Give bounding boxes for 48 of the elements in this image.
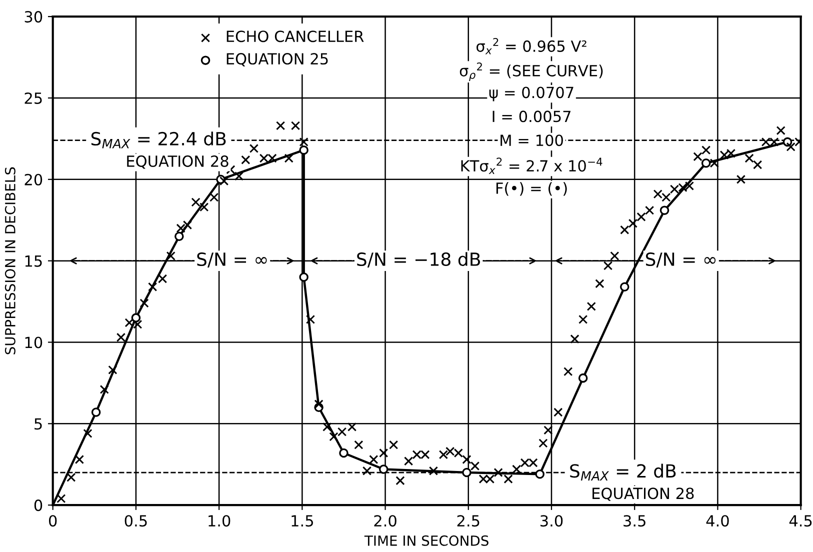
x-tick-label: 4.5 [789,515,812,527]
annotation: σ$_{x}$$^{2}$ = 0.965 V² [476,38,586,54]
annotation: EQUATION 28 [592,488,694,501]
x-tick-label: 1.5 [292,515,313,527]
x-tick-label: 0.5 [124,515,147,527]
point [91,408,101,417]
point [339,448,348,458]
x-tick-label: 1.0 [208,515,230,527]
x-tick-label: 3.5 [624,515,646,527]
annotation: M = 100 [500,134,563,146]
y-tick-label: 10 [25,336,42,348]
point [131,313,141,322]
y-tick-label: 15 [25,255,42,267]
point [174,232,184,242]
annotation: ψ = 0.0707 [489,86,574,102]
x-tick-label: 2.0 [374,515,396,527]
ref-line-label: S$_{MAX}$ = 22.4 dB [91,132,226,148]
point [701,158,711,168]
x-tick-label: 2.5 [457,515,480,527]
x-axis-title: TIME IN SECONDS [364,535,488,546]
point [535,470,544,479]
y-tick-label: 5 [34,418,42,430]
annotation: F(•) = (•) [496,182,567,196]
x-tick-label: 4.0 [706,515,729,527]
annotation: EQUATION 28 [127,155,228,169]
x-tick-label: 0 [48,515,57,527]
annotation: KTσ$_{x}$$^{2}$ = 2.7 x 10$^{−4}$ [461,158,602,174]
annotation: S/N = ∞ [646,252,716,268]
y-tick-label: 20 [24,174,42,186]
y-axis-title: SUPPRESSION IN DECIBELS [4,167,16,354]
ref-line-label: S$_{MAX}$ = 2 dB [570,464,676,480]
point [299,145,308,155]
y-tick-label: 30 [24,11,42,23]
annotation: S/N = ∞ [197,252,267,268]
legend-label: EQUATION 25 [226,53,328,66]
point [462,468,472,478]
point [378,464,388,474]
point [660,206,670,215]
y-tick-label: 0 [34,500,42,512]
legend-label: ECHO CANCELLER [226,30,364,42]
annotation: S/N = −18 dB [357,252,480,268]
y-tick-label: 25 [24,92,42,104]
annotation: σ$_{ρ}$$^{2}$ = (SEE CURVE) [460,62,603,81]
point [578,373,588,383]
point [299,272,308,282]
point [620,282,630,292]
x-tick-label: 3.0 [540,515,563,527]
annotation: I = 0.0057 [492,110,570,122]
